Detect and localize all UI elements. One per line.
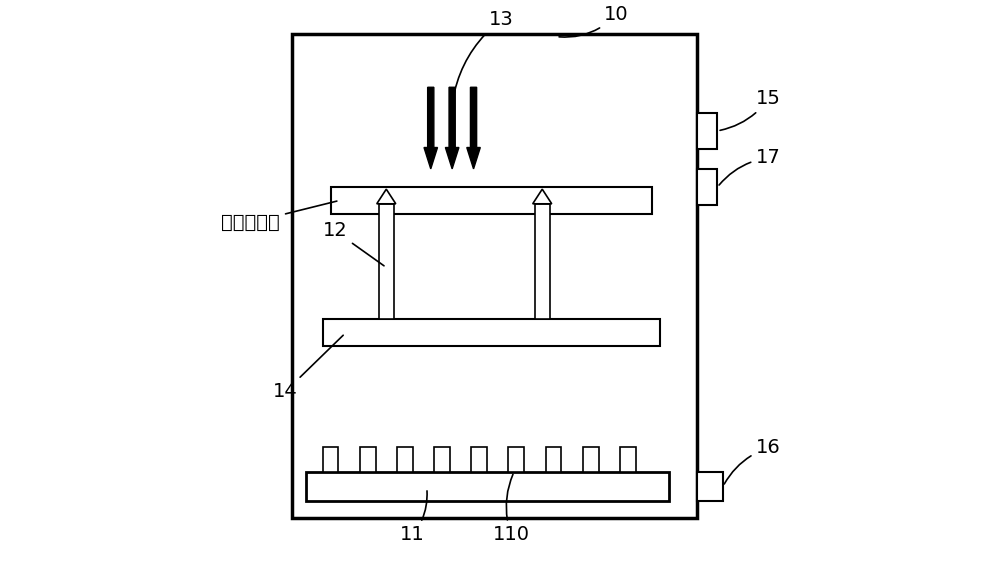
Bar — [697, 169, 717, 205]
Bar — [697, 113, 717, 149]
Text: 12: 12 — [323, 221, 384, 266]
Bar — [697, 472, 723, 501]
Bar — [434, 447, 450, 472]
Bar — [397, 447, 413, 472]
Bar — [331, 187, 652, 214]
Text: 10: 10 — [559, 5, 629, 37]
Text: 14: 14 — [273, 335, 343, 401]
Bar — [471, 447, 487, 472]
Bar — [292, 34, 697, 518]
Bar — [306, 472, 669, 501]
Bar — [323, 447, 338, 472]
Bar — [379, 204, 394, 319]
Bar — [546, 447, 561, 472]
Text: 待測試器件: 待測試器件 — [221, 201, 337, 232]
Bar — [508, 447, 524, 472]
Bar — [535, 204, 550, 319]
Text: 110: 110 — [493, 475, 530, 544]
Bar — [583, 447, 599, 472]
Bar — [360, 447, 376, 472]
FancyArrow shape — [467, 87, 480, 169]
Polygon shape — [533, 189, 552, 204]
Text: 13: 13 — [453, 10, 513, 101]
Text: 16: 16 — [724, 438, 781, 484]
Text: 15: 15 — [720, 89, 781, 131]
Bar — [323, 319, 660, 346]
Text: 11: 11 — [400, 491, 427, 544]
Bar — [620, 447, 636, 472]
FancyArrow shape — [445, 87, 459, 169]
FancyArrow shape — [424, 87, 438, 169]
Text: 17: 17 — [719, 148, 781, 185]
Polygon shape — [377, 189, 396, 204]
